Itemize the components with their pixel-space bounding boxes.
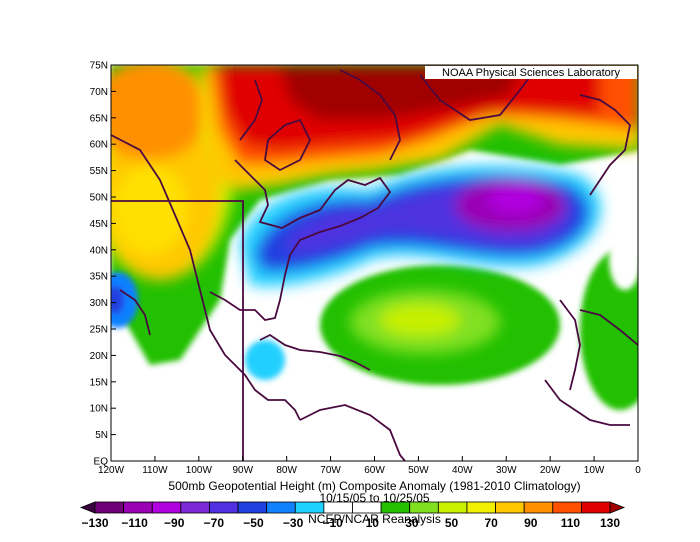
lon-tick-label: 0 [635,465,641,476]
colorbar-label: 110 [561,516,581,530]
lat-tick-label: 15N [90,377,108,388]
lat-tick-label: 45N [90,219,108,230]
lat-tick-label: 50N [90,193,108,204]
lat-tick-label: 30N [90,298,108,309]
lat-tick-label: 35N [90,272,108,283]
colorbar-label: −50 [243,516,264,530]
lon-tick-label: 90W [232,465,253,476]
colorbar: −130 −110 −90 −70 −50 −30 −10 10 30 50 70 90 110 130 [79,501,626,530]
colorbar-label: 90 [524,516,538,530]
lat-tick-label: 60N [90,140,108,151]
political-boundary [111,200,244,461]
colorbar-label: −130 [81,516,108,530]
lat-tick-label: 40N [90,245,108,256]
colorbar-label: −30 [283,516,304,530]
lon-tick-label: 80W [276,465,297,476]
colorbar-label: −10 [323,516,344,530]
colorbar-arrow-right [609,501,626,514]
lon-tick-label: 70W [320,465,341,476]
lat-tick-label: 5N [95,430,108,441]
anomaly-field [111,65,638,461]
lat-tick-label: 70N [90,87,108,98]
colorbar-label: 70 [484,516,498,530]
lat-tick-label: EQ [94,457,109,468]
coastlines [111,69,638,461]
colorbar-arrow-left [79,501,96,514]
lon-axis: 120W 110W 100W 90W 80W 70W 60W 50W 40W 30W 20W 10W 0 [98,456,641,476]
credit-label: NOAA Physical Sciences Laboratory [442,67,620,79]
colorbar-label: 30 [405,516,419,530]
lon-tick-label: 50W [408,465,429,476]
colorbar-label: 130 [600,516,620,530]
date-range: 10/15/05 to 10/25/05 [319,491,430,505]
lon-tick-label: 100W [186,465,213,476]
lat-tick-label: 10N [90,404,108,415]
lat-axis: EQ 5N 10N 15N 20N 25N 30N 35N 40N 45N 50N 55N 60N 65N… [90,61,116,468]
colorbar-label: 50 [445,516,459,530]
colorbar-label: 10 [366,516,380,530]
lat-tick-label: 55N [90,166,108,177]
credit-box: NOAA Physical Sciences Laboratory [425,66,637,79]
data-source: NCEP/NCAR Reanalysis [308,512,441,526]
lat-tick-label: 65N [90,113,108,124]
lat-tick-label: 75N [90,61,108,72]
lon-tick-label: 60W [364,465,385,476]
colorbar-label: −70 [204,516,225,530]
lon-tick-label: 110W [142,465,168,476]
lat-tick-label: 25N [90,325,108,336]
colorbar-label: −90 [164,516,185,530]
lat-tick-label: 20N [90,351,108,362]
colorbar-label: −110 [121,516,148,530]
lon-tick-label: 10W [584,465,605,476]
lon-tick-label: 20W [540,465,561,476]
lon-tick-label: 30W [496,465,517,476]
map-title: 500mb Geopotential Height (m) Composite … [168,479,581,493]
lon-tick-label: 40W [452,465,473,476]
lon-tick-label: 120W [98,465,125,476]
